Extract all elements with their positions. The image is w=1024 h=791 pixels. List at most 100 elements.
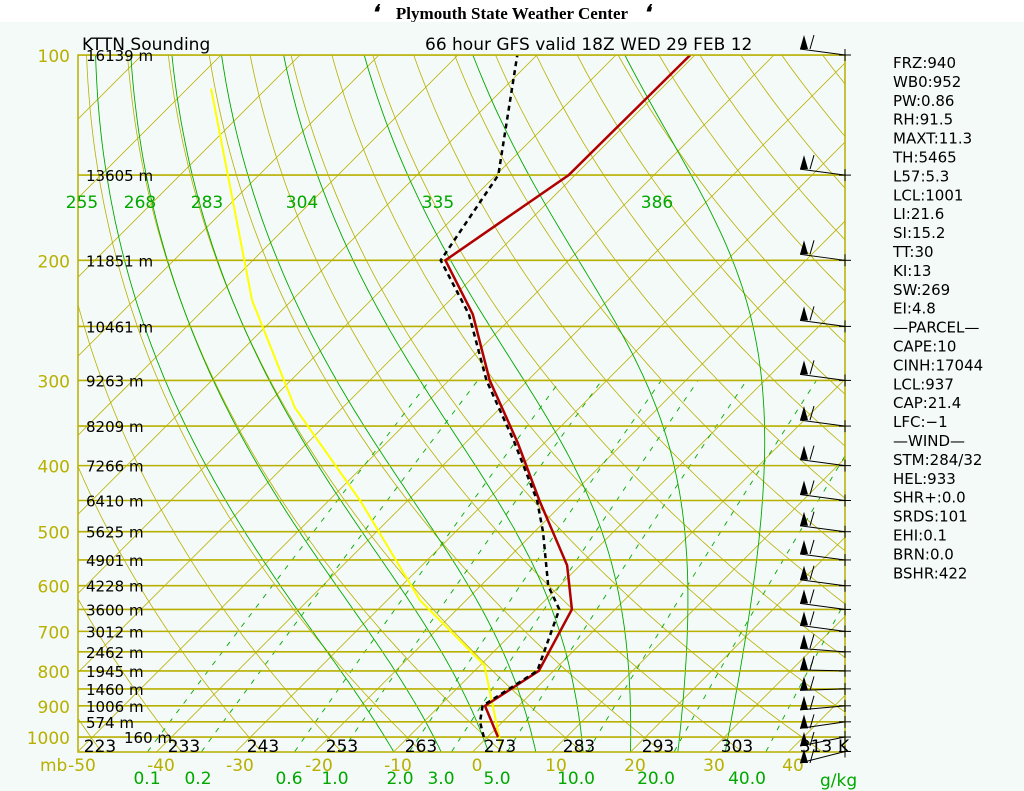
dry-adiabat-line — [535, 55, 845, 447]
dry-adiabat-line — [331, 55, 845, 713]
parcel-profile-line — [210, 88, 503, 747]
theta-label: 233 — [168, 737, 200, 757]
dry-adiabat-line — [495, 55, 845, 499]
wind-barb-flag — [800, 714, 808, 729]
wind-barb-staff — [799, 319, 846, 327]
index-value: TH:5465 — [892, 149, 957, 167]
wind-barb-feather — [809, 511, 815, 526]
wind-barb-flag — [800, 35, 808, 49]
wind-barb-staff — [799, 553, 846, 561]
moist-adiabat-line — [221, 55, 537, 752]
index-value: TT:30 — [892, 243, 934, 261]
pressure-tick-label: 300 — [38, 372, 70, 392]
dry-adiabat-line — [290, 55, 823, 752]
mixing-ratio-label: 40.0 — [728, 769, 766, 789]
theta-label: 243 — [247, 737, 279, 757]
mixing-ratio-line — [765, 600, 845, 752]
height-label: 2462 m — [86, 644, 144, 662]
index-value: LFC:−1 — [893, 413, 948, 431]
wind-barb-staff — [799, 373, 846, 381]
dry-adiabat-line — [617, 55, 845, 344]
wind-barb-staff — [799, 647, 846, 653]
theta-label: 293 — [642, 737, 674, 757]
isotherm-line — [472, 378, 845, 752]
height-label: 3600 m — [86, 601, 144, 619]
index-value: BRN:0.0 — [893, 545, 954, 563]
wind-barb-flag — [800, 676, 808, 691]
temperature-tick-label: -40 — [147, 756, 175, 776]
dry-adiabat-line — [208, 55, 663, 752]
temperature-tick-label: 20 — [624, 756, 646, 776]
mixing-ratio-label: 0.1 — [133, 769, 160, 789]
isotherm-line — [314, 220, 845, 752]
index-value: SHR+:0.0 — [893, 489, 966, 507]
mixing-ratio-label: 5.0 — [483, 769, 510, 789]
height-label: 6410 m — [86, 493, 144, 511]
height-label: 7266 m — [86, 458, 144, 476]
isotherm-line — [78, 55, 222, 199]
pressure-tick-label: 100 — [38, 47, 70, 67]
theta-e-label: 283 — [191, 193, 223, 213]
wind-barb-flag — [800, 445, 808, 460]
temperature-tick-label: 0 — [472, 756, 483, 776]
isotherm-line — [630, 536, 845, 752]
wind-barb-feather — [809, 655, 815, 671]
theta-e-label: 386 — [641, 193, 673, 213]
temperature-tick-label: -50 — [68, 756, 96, 776]
wind-barb-feather — [809, 676, 815, 691]
chart-background — [0, 22, 1024, 791]
height-label: 4228 m — [86, 578, 144, 596]
isotherm-line — [78, 55, 775, 752]
theta-e-label: 268 — [124, 193, 156, 213]
wind-barb-staff — [799, 579, 846, 587]
index-value: SRDS:101 — [893, 508, 968, 526]
mixing-ratio-label: 1.0 — [321, 769, 348, 789]
theta-label: 223 — [84, 737, 116, 757]
pressure-tick-label: 200 — [38, 252, 70, 272]
temperature-tick-label: 30 — [703, 756, 725, 776]
wind-barb-staff — [799, 253, 846, 261]
wind-barb-flag — [800, 611, 808, 626]
moist-adiabat-line — [130, 55, 442, 752]
index-value: EI:4.8 — [893, 300, 936, 318]
wind-barb-flag — [800, 539, 808, 554]
index-value: LI:21.6 — [893, 205, 944, 223]
temperature-tick-label: -10 — [384, 756, 412, 776]
isotherm-line — [78, 55, 380, 357]
theta-label: 253 — [326, 737, 358, 757]
mixing-ratio-line — [294, 380, 561, 752]
theta-label: 303 — [721, 737, 753, 757]
wind-barb-feather — [809, 714, 815, 729]
wind-barb-staff — [799, 669, 846, 672]
header-title: Plymouth State Weather Center — [395, 4, 629, 23]
height-label: 1006 m — [86, 698, 144, 716]
wind-barb-staff — [799, 525, 846, 533]
moist-adiabat-line — [283, 55, 584, 752]
pressure-tick-label: 1000 — [27, 729, 70, 749]
mixing-ratio-line — [451, 380, 699, 752]
dry-adiabat-line — [78, 597, 182, 752]
mixing-ratio-label: 0.6 — [275, 769, 302, 789]
wind-barb-staff — [799, 459, 846, 467]
index-value: MAXT:11.3 — [893, 130, 972, 148]
wind-barb-staff — [799, 48, 846, 56]
temperature-tick-label: -20 — [305, 756, 333, 776]
index-value: CINH:17044 — [893, 356, 983, 374]
wind-barb-feather — [809, 34, 815, 50]
wind-barb-staff — [799, 494, 846, 502]
moist-adiabat-line — [363, 55, 632, 752]
index-value: LCL:1001 — [893, 186, 963, 204]
wind-barb-feather — [809, 306, 815, 321]
wind-barb-feather — [809, 445, 815, 460]
index-value: SI:15.2 — [893, 224, 945, 242]
wind-barb-feather — [809, 731, 815, 747]
dry-adiabat-line — [78, 303, 342, 752]
height-label: 1945 m — [86, 663, 144, 681]
moist-adiabat-line — [472, 55, 689, 752]
height-label: 5625 m — [86, 524, 144, 542]
dry-adiabat-line — [249, 55, 743, 752]
header: ❛ Plymouth State Weather Center ❛ — [0, 0, 1024, 24]
mixing-ratio-line — [341, 380, 603, 752]
wind-barb-staff — [799, 624, 846, 632]
